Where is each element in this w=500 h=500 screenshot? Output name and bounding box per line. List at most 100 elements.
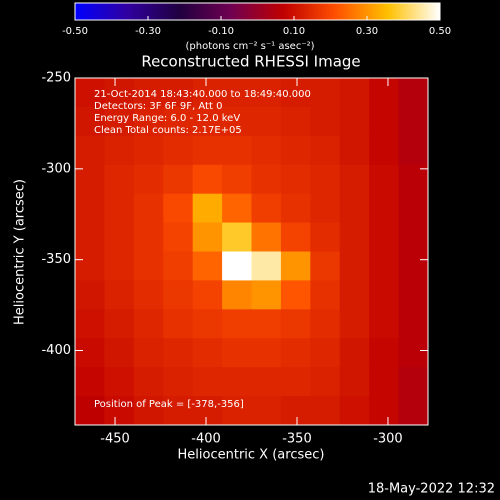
heatmap-cell xyxy=(369,280,400,310)
heatmap-cell xyxy=(75,135,105,166)
heatmap-cell xyxy=(222,280,252,310)
heatmap-cell xyxy=(310,193,341,224)
heatmap-cell xyxy=(104,309,135,339)
heatmap-cell xyxy=(310,222,341,252)
heatmap-cell xyxy=(310,106,341,137)
heatmap-cell xyxy=(133,164,164,195)
heatmap-cell xyxy=(192,309,223,339)
heatmap-cell xyxy=(104,78,135,108)
heatmap-cell xyxy=(398,164,429,195)
heatmap-cell xyxy=(104,193,135,224)
heatmap-cell xyxy=(163,164,194,195)
heatmap-cell xyxy=(398,309,429,339)
heatmap-cell xyxy=(192,106,223,137)
heatmap-cell xyxy=(398,280,429,310)
heatmap-cell xyxy=(75,106,105,137)
heatmap-cell xyxy=(339,222,370,252)
heatmap-cell xyxy=(163,78,194,108)
heatmap-cell xyxy=(192,222,223,252)
colorbar-tick-label: 0.10 xyxy=(283,26,305,37)
heatmap-cell xyxy=(75,280,105,310)
heatmap-cell xyxy=(133,193,164,224)
heatmap-cell xyxy=(251,222,282,252)
heatmap-cell xyxy=(251,164,282,195)
heatmap-cell xyxy=(339,193,370,224)
heatmap-cell xyxy=(163,280,194,310)
heatmap-cell xyxy=(222,164,252,195)
heatmap-cell xyxy=(369,78,400,108)
heatmap-cell xyxy=(75,396,105,426)
colorbar-tick-label: -0.10 xyxy=(208,26,234,37)
heatmap-cell xyxy=(75,251,105,281)
heatmap-cell xyxy=(369,222,400,252)
annotation: Detectors: 3F 6F 9F, Att 0 xyxy=(94,101,222,112)
heatmap-cell xyxy=(75,78,105,108)
heatmap-cell xyxy=(104,135,135,166)
heatmap-cell xyxy=(222,367,252,397)
heatmap-cell xyxy=(133,338,164,368)
heatmap-cell xyxy=(251,309,282,339)
heatmap-cell xyxy=(280,78,311,108)
heatmap-cell xyxy=(251,367,282,397)
heatmap-cell xyxy=(163,309,194,339)
heatmap-cell xyxy=(251,338,282,368)
y-tick-label: -300 xyxy=(41,161,71,176)
heatmap-cell xyxy=(133,251,164,281)
heatmap-cell xyxy=(163,222,194,252)
x-tick-label: -300 xyxy=(373,432,403,447)
colorbar-tick-label: -0.50 xyxy=(62,26,88,37)
heatmap-cell xyxy=(163,193,194,224)
heatmap-cell xyxy=(339,338,370,368)
colorbar-label: (photons cm⁻² s⁻¹ asec⁻²) xyxy=(185,41,314,52)
heatmap-cell xyxy=(339,396,370,426)
heatmap-cell xyxy=(280,280,311,310)
heatmap-cell xyxy=(75,338,105,368)
x-tick-label: -350 xyxy=(282,432,312,447)
annotation: Clean Total counts: 2.17E+05 xyxy=(94,125,242,136)
heatmap-cell xyxy=(280,338,311,368)
heatmap-cell xyxy=(369,193,400,224)
heatmap-cell xyxy=(369,367,400,397)
heatmap-cell xyxy=(133,106,164,137)
annotation: 21-Oct-2014 18:43:40.000 to 18:49:40.000 xyxy=(94,89,311,100)
heatmap-cell xyxy=(133,135,164,166)
heatmap-cell xyxy=(163,367,194,397)
heatmap-cell xyxy=(222,106,252,137)
y-tick-label: -400 xyxy=(41,343,71,358)
heatmap-cell xyxy=(280,309,311,339)
heatmap-cell xyxy=(192,135,223,166)
heatmap-cell xyxy=(280,135,311,166)
heatmap-cell xyxy=(398,78,429,108)
heatmap-cell xyxy=(339,78,370,108)
heatmap-cell xyxy=(280,164,311,195)
heatmap-cell xyxy=(369,338,400,368)
footer-date: 18-May-2022 12:32 xyxy=(368,482,495,497)
heatmap-cell xyxy=(222,338,252,368)
heatmap-cell xyxy=(104,164,135,195)
heatmap-cell xyxy=(369,135,400,166)
heatmap-cell xyxy=(104,222,135,252)
heatmap-cell xyxy=(222,222,252,252)
heatmap-cell xyxy=(192,164,223,195)
heatmap-cell xyxy=(369,396,400,426)
heatmap-cell xyxy=(222,309,252,339)
heatmap-cell xyxy=(163,396,194,426)
x-axis-label: Heliocentric X (arcsec) xyxy=(178,448,325,463)
heatmap-cell xyxy=(192,78,223,108)
heatmap-cell xyxy=(163,106,194,137)
heatmap-cell xyxy=(280,251,311,281)
heatmap-cell xyxy=(310,367,341,397)
heatmap-cell xyxy=(192,251,223,281)
heatmap-cell xyxy=(192,338,223,368)
chart-title: Reconstructed RHESSI Image xyxy=(141,53,360,71)
heatmap-cell xyxy=(339,106,370,137)
y-axis-label: Heliocentric Y (arcsec) xyxy=(13,179,28,325)
heatmap-cell xyxy=(369,164,400,195)
heatmap-cell xyxy=(133,280,164,310)
annotation: Energy Range: 6.0 - 12.0 keV xyxy=(94,113,240,124)
heatmap-cell xyxy=(222,193,252,224)
heatmap-cell xyxy=(369,106,400,137)
heatmap-cell xyxy=(310,338,341,368)
heatmap-cell xyxy=(369,309,400,339)
